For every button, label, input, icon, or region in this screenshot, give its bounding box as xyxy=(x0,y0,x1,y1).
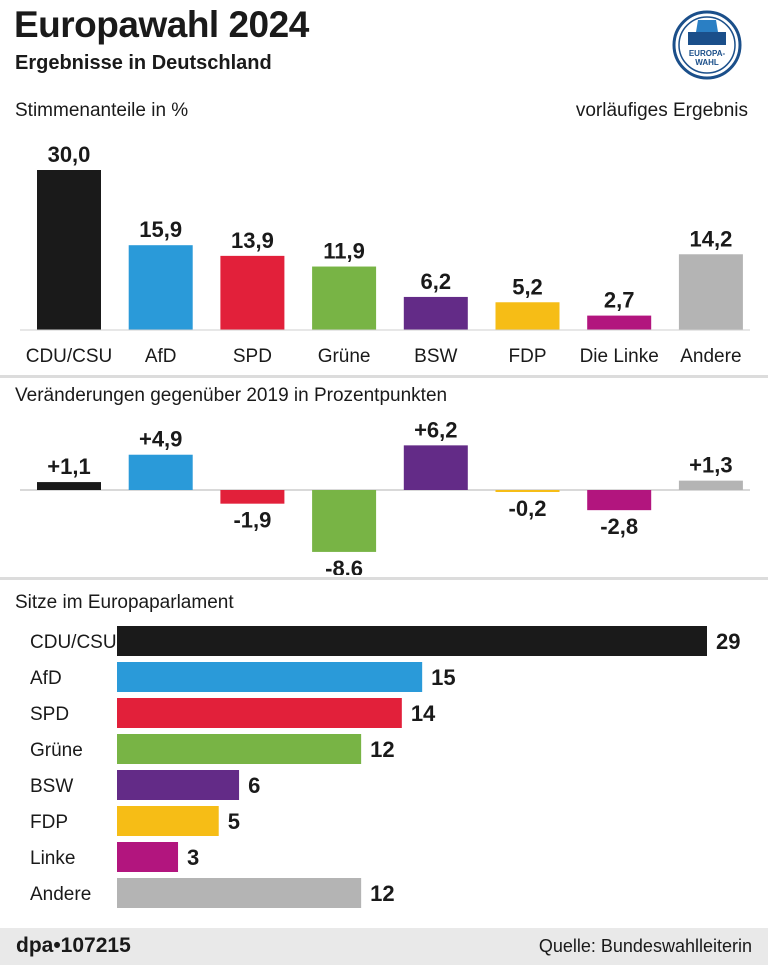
vote-category-grüne: Grüne xyxy=(318,346,371,367)
seat-value-afd: 15 xyxy=(431,665,455,690)
change-bar-grüne xyxy=(312,490,377,552)
vote-value-fdp: 5,2 xyxy=(512,274,543,299)
source-credit: Quelle: Bundeswahlleiterin xyxy=(538,936,752,956)
vote-category-afd: AfD xyxy=(145,346,177,367)
seat-value-spd: 14 xyxy=(411,701,436,726)
vote-bar-grüne xyxy=(312,266,377,330)
vote-bar-bsw xyxy=(403,296,468,330)
vote-category-spd: SPD xyxy=(233,346,272,367)
change-bar-die-linke xyxy=(587,490,652,511)
change-chart: +1,1 +4,9 -1,9 -8,6 +6,2 -0,2 -2,8 +1,3 xyxy=(20,417,750,575)
seat-bar-fdp xyxy=(117,806,219,836)
seat-category-bsw: BSW xyxy=(30,776,73,797)
seat-value-fdp: 5 xyxy=(228,809,240,834)
vote-bar-fdp xyxy=(495,302,560,330)
seat-category-afd: AfD xyxy=(30,668,62,689)
seat-category-spd: SPD xyxy=(30,704,69,725)
svg-text:WAHL: WAHL xyxy=(695,58,719,67)
seats-chart: CDU/CSU 29 AfD 15 SPD 14 Grüne 12 BSW 6 FDP 5 Linke 3… xyxy=(30,626,740,908)
vote-value-andere: 14,2 xyxy=(689,226,732,251)
vote-category-fdp: FDP xyxy=(509,346,547,367)
vote-bar-andere xyxy=(678,254,743,330)
seat-value-grüne: 12 xyxy=(370,737,394,762)
seat-category-grüne: Grüne xyxy=(30,740,83,761)
change-value-grüne: -8,6 xyxy=(325,556,363,575)
seat-value-cdu-csu: 29 xyxy=(716,629,740,654)
vote-bar-afd xyxy=(128,245,193,330)
vote-share-chart: 30,0 CDU/CSU 15,9 AfD 13,9 SPD 11,9 Grüne 6,2 BSW… xyxy=(20,142,750,367)
page-subtitle: Ergebnisse in Deutschland xyxy=(15,52,272,74)
change-bar-spd xyxy=(220,490,285,504)
seats-title: Sitze im Europaparlament xyxy=(15,592,234,613)
vote-value-die-linke: 2,7 xyxy=(604,288,635,313)
seat-category-fdp: FDP xyxy=(30,812,68,833)
seat-bar-spd xyxy=(117,698,402,728)
seat-bar-afd xyxy=(117,662,423,692)
vote-bar-cdu-csu xyxy=(37,170,101,330)
seat-category-cdu-csu: CDU/CSU xyxy=(30,632,117,653)
vote-category-cdu-csu: CDU/CSU xyxy=(26,346,113,367)
seat-value-linke: 3 xyxy=(187,845,199,870)
vote-value-cdu-csu: 30,0 xyxy=(48,142,91,167)
preliminary-note: vorläufiges Ergebnis xyxy=(575,100,748,121)
vote-category-bsw: BSW xyxy=(414,346,457,367)
europawahl-logo: EUROPA- WAHL xyxy=(672,10,742,80)
change-value-die-linke: -2,8 xyxy=(600,514,638,539)
change-bar-andere xyxy=(678,480,743,490)
vote-value-grüne: 11,9 xyxy=(323,239,365,264)
divider-1 xyxy=(0,375,768,378)
change-bar-bsw xyxy=(403,445,468,490)
seat-bar-linke xyxy=(117,842,179,872)
change-value-fdp: -0,2 xyxy=(509,496,547,521)
vote-category-andere: Andere xyxy=(680,346,741,367)
change-bar-fdp xyxy=(495,490,560,492)
seat-category-linke: Linke xyxy=(30,848,75,869)
footer: dpa•107215 Quelle: Bundeswahlleiterin xyxy=(0,928,768,965)
divider-2 xyxy=(0,577,768,580)
vote-bar-die-linke xyxy=(587,315,652,330)
change-title: Veränderungen gegenüber 2019 in Prozentp… xyxy=(15,385,448,406)
seat-category-andere: Andere xyxy=(30,884,91,905)
vote-bar-spd xyxy=(220,255,285,330)
change-value-bsw: +6,2 xyxy=(414,417,457,442)
vote-share-title: Stimmenanteile in % xyxy=(15,100,189,121)
seat-value-andere: 12 xyxy=(370,881,394,906)
svg-text:EUROPA-: EUROPA- xyxy=(689,49,726,58)
vote-value-bsw: 6,2 xyxy=(421,269,452,294)
seat-bar-cdu-csu xyxy=(117,626,707,656)
seat-bar-bsw xyxy=(117,770,240,800)
page-title: Europawahl 2024 xyxy=(14,4,309,45)
ballot-box-icon xyxy=(688,32,726,45)
dpa-code: dpa•107215 xyxy=(16,934,131,957)
vote-category-die-linke: Die Linke xyxy=(580,346,659,367)
change-bar-cdu-csu xyxy=(37,482,101,490)
logo-wordmark: EUROPA- WAHL xyxy=(689,49,726,67)
change-value-afd: +4,9 xyxy=(139,427,182,452)
vote-value-afd: 15,9 xyxy=(139,217,182,242)
seat-bar-grüne xyxy=(117,734,362,764)
seat-bar-andere xyxy=(117,878,362,908)
change-value-cdu-csu: +1,1 xyxy=(47,454,90,479)
change-value-andere: +1,3 xyxy=(689,453,732,478)
seat-value-bsw: 6 xyxy=(248,773,260,798)
change-value-spd: -1,9 xyxy=(233,508,271,533)
change-bar-afd xyxy=(128,454,193,490)
vote-value-spd: 13,9 xyxy=(231,228,274,253)
